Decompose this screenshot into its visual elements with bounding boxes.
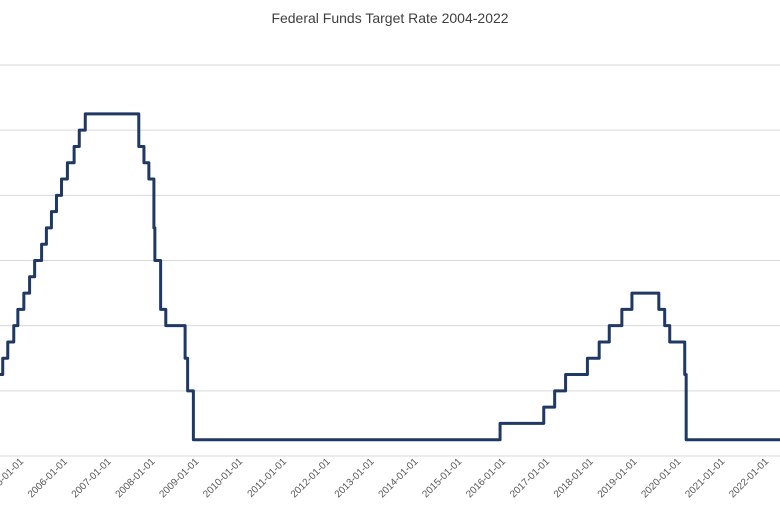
x-tick-label: 2019-01-01 [596,456,640,500]
x-tick-label: 2014-01-01 [377,456,421,500]
series-line [0,112,780,442]
x-tick-label: 2011-01-01 [246,456,290,500]
x-tick-label: 2020-01-01 [639,456,683,500]
x-tick-label: 2017-01-01 [508,456,552,500]
x-tick-label: 2008-01-01 [114,456,158,500]
x-tick-label: 2006-01-01 [26,456,70,500]
x-tick-label: 2021-01-01 [683,456,727,500]
x-tick-label: 2015-01-01 [420,456,464,500]
x-tick-label: 2007-01-01 [70,456,114,500]
x-tick-label: 2013-01-01 [333,456,377,500]
x-tick-label: 2022-01-01 [727,456,771,500]
x-tick-label: 2012-01-01 [289,456,333,500]
x-tick-label: 2009-01-01 [157,456,201,500]
series-group [0,112,780,442]
x-tick-label: 2010-01-01 [201,456,245,500]
x-tick-label: 2018-01-01 [552,456,596,500]
x-tick-label: 2005-01-01 [0,456,26,500]
chart-title: Federal Funds Target Rate 2004-2022 [271,10,509,26]
x-tick-label: 2016-01-01 [464,456,508,500]
x-axis-ticks: 2005-01-01 2006-01-01 2007-01-01 2008-01-01… [0,456,771,500]
gridlines [0,64,780,457]
